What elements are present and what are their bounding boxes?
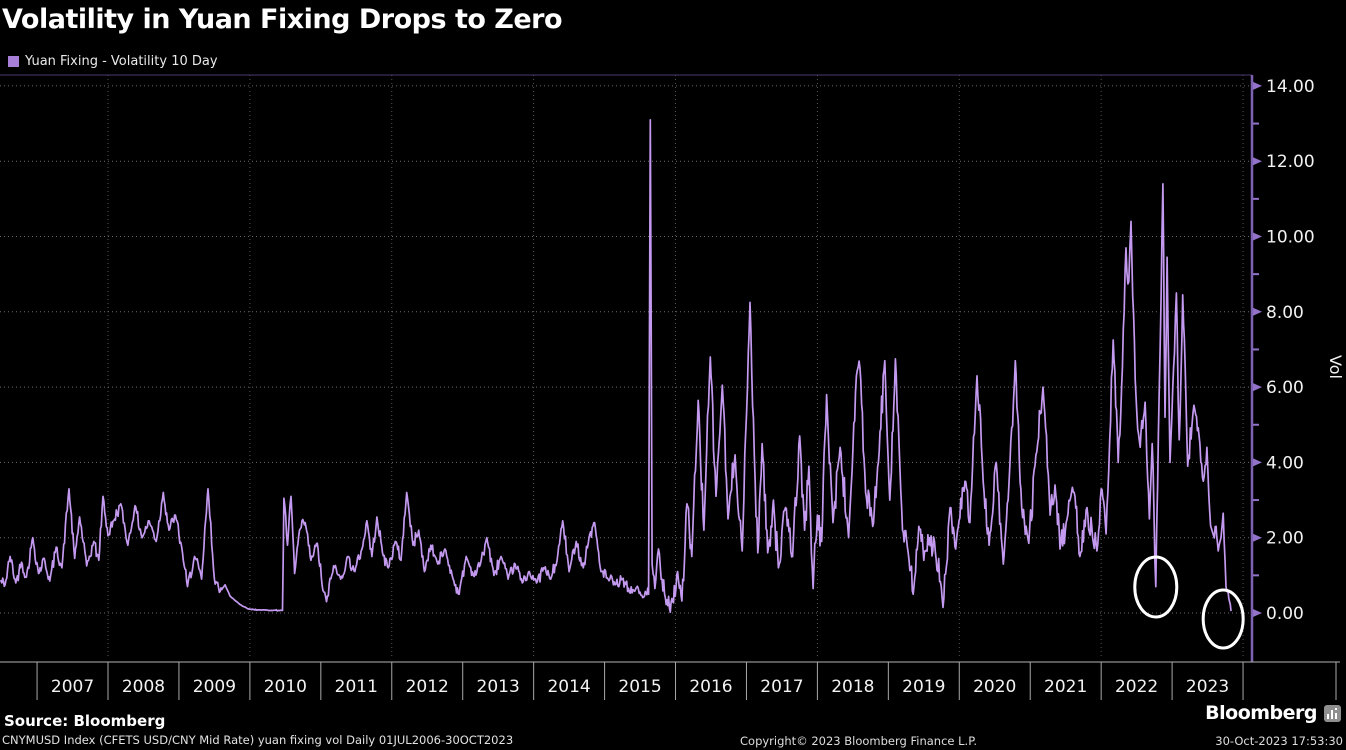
y-tick-label: 6.00: [1266, 378, 1304, 398]
bloomberg-logo-text: Bloomberg: [1205, 702, 1317, 724]
x-tick-label: 2008: [122, 677, 165, 697]
volatility-series-line: [0, 118, 1232, 614]
x-tick-label: 2013: [477, 677, 520, 697]
bloomberg-logo: Bloomberg: [1205, 702, 1341, 724]
y-tick-label: 8.00: [1266, 303, 1304, 323]
y-tick-label: 2.00: [1266, 529, 1304, 549]
annotations: [1133, 555, 1245, 650]
x-axis: 2007 2008 2009 2010 2011 2012 2013 2014 2015 2016…: [0, 661, 1340, 700]
y-axis-title: Vol: [1326, 355, 1345, 379]
x-tick-label: 2007: [51, 677, 94, 697]
legend-label: Yuan Fixing - Volatility 10 Day: [25, 54, 218, 69]
x-tick-label: 2014: [547, 677, 590, 697]
legend-swatch-icon: [8, 56, 19, 67]
y-tick-label: 12.00: [1266, 152, 1315, 172]
timestamp-label: 30-Oct-2023 17:53:30: [1215, 734, 1343, 748]
v-gridlines: [107, 75, 1244, 657]
page-title: Volatility in Yuan Fixing Drops to Zero: [2, 4, 563, 35]
y-axis: 0.00 2.00 4.00 6.00 8.00 10.00 12.00 14.00 Vol: [1250, 75, 1345, 662]
x-tick-label: 2019: [902, 677, 945, 697]
x-tick-label: 2018: [831, 677, 874, 697]
y-tick-label: 0.00: [1266, 604, 1304, 624]
x-tick-label: 2010: [264, 677, 307, 697]
copyright-label: Copyright© 2023 Bloomberg Finance L.P.: [740, 734, 977, 748]
x-tick-label: 2020: [973, 677, 1016, 697]
x-tick-label: 2017: [760, 677, 803, 697]
legend: Yuan Fixing - Volatility 10 Day: [8, 54, 218, 69]
x-tick-label: 2023: [1186, 677, 1229, 697]
x-tick-label: 2009: [193, 677, 236, 697]
x-tick-label: 2022: [1115, 677, 1158, 697]
bloomberg-logo-icon: [1324, 704, 1341, 722]
y-tick-label: 10.00: [1266, 228, 1315, 248]
source-label: Source: Bloomberg: [4, 712, 166, 730]
y-tick-label: 14.00: [1266, 77, 1315, 97]
highlight-circle: [1133, 555, 1179, 619]
x-tick-label: 2011: [335, 677, 378, 697]
h-gridlines: [0, 85, 1252, 614]
x-tick-label: 2016: [689, 677, 732, 697]
x-tick-label: 2015: [618, 677, 661, 697]
x-tick-label: 2021: [1044, 677, 1087, 697]
x-tick-label: 2012: [406, 677, 449, 697]
highlight-circle: [1201, 588, 1245, 650]
y-tick-label: 4.00: [1266, 453, 1304, 473]
ticker-description: CNYMUSD Index (CFETS USD/CNY Mid Rate) y…: [2, 733, 514, 747]
